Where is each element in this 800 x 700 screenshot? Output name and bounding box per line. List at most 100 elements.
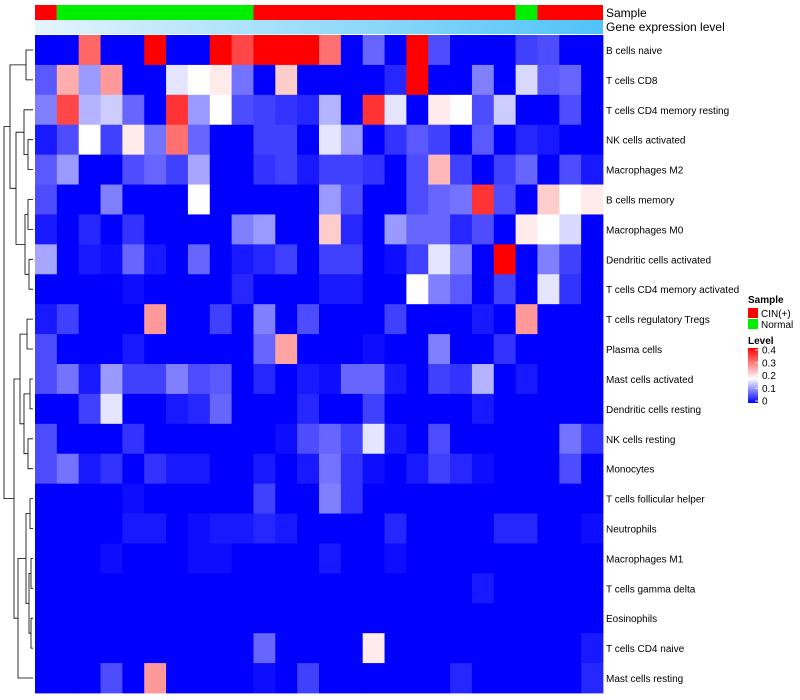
heatmap-cell xyxy=(406,513,429,544)
heatmap-cell xyxy=(515,483,538,514)
heatmap-cell xyxy=(319,35,342,66)
heatmap-cell xyxy=(581,334,604,365)
heatmap-cell xyxy=(35,304,58,335)
heatmap-cell xyxy=(166,513,189,544)
heatmap-cell xyxy=(297,603,320,634)
heatmap-cell xyxy=(56,573,80,604)
heatmap-cell xyxy=(428,304,451,335)
heatmap-cell xyxy=(384,214,407,245)
heatmap-cell xyxy=(340,64,364,96)
heatmap-cell xyxy=(187,603,211,634)
heatmap-cell xyxy=(319,513,342,544)
heatmap-cell xyxy=(100,543,123,574)
heatmap-cell xyxy=(384,573,407,604)
heatmap-cell xyxy=(406,214,429,245)
heatmap-cell xyxy=(35,35,58,66)
heatmap-cell xyxy=(450,483,473,514)
heatmap-cell xyxy=(581,423,604,455)
heatmap-cell xyxy=(362,304,385,335)
heatmap-cell xyxy=(78,633,101,664)
heatmap-cell xyxy=(340,364,364,395)
heatmap-cell xyxy=(231,663,254,694)
heatmap-cell xyxy=(471,154,495,185)
heatmap-cell xyxy=(187,543,211,574)
heatmap-cell xyxy=(537,334,560,365)
heatmap-cell xyxy=(384,393,407,425)
heatmap-cell xyxy=(297,633,320,664)
heatmap-cell xyxy=(406,64,429,96)
heatmap-cell xyxy=(406,35,429,66)
heatmap-cell xyxy=(515,244,538,275)
heatmap-cell xyxy=(559,633,582,664)
dendrogram-branch xyxy=(30,617,33,649)
heatmap-cell xyxy=(275,64,298,96)
heatmap-cell xyxy=(471,603,495,634)
legend-sample-title: Sample xyxy=(748,295,784,306)
heatmap-cell xyxy=(340,483,364,514)
heatmap-cell xyxy=(78,603,101,634)
heatmap-cell xyxy=(166,543,189,574)
heatmap-cell xyxy=(100,663,123,694)
heatmap-cell xyxy=(319,304,342,335)
heatmap-cell xyxy=(122,184,145,215)
heatmap-cell xyxy=(78,274,101,305)
heatmap-cell xyxy=(493,124,517,156)
heatmap-cell xyxy=(187,124,211,156)
heatmap-cell xyxy=(187,453,211,485)
heatmap-cell xyxy=(275,214,298,245)
heatmap-cell xyxy=(581,453,604,485)
heatmap-cell xyxy=(450,35,473,66)
heatmap-cell xyxy=(406,274,429,305)
row-label: T cells CD4 memory activated xyxy=(606,285,739,296)
heatmap-cell xyxy=(166,603,189,634)
heatmap-cell xyxy=(384,274,407,305)
heatmap-cell xyxy=(144,154,167,185)
heatmap-cell xyxy=(253,453,276,485)
heatmap-cell xyxy=(144,274,167,305)
heatmap-cell xyxy=(122,483,145,514)
heatmap-cell xyxy=(384,423,407,455)
heatmap-cell xyxy=(428,663,451,694)
heatmap-cell xyxy=(581,244,604,275)
heatmap-cell xyxy=(406,304,429,335)
heatmap-cell xyxy=(297,274,320,305)
heatmap-cell xyxy=(515,304,538,335)
heatmap-cell xyxy=(471,663,495,694)
heatmap-cell xyxy=(231,94,254,126)
heatmap-cell xyxy=(428,364,451,395)
heatmap-cell xyxy=(275,35,298,66)
heatmap-cell xyxy=(166,633,189,664)
heatmap-cell xyxy=(144,184,167,215)
heatmap-cell xyxy=(428,274,451,305)
heatmap-cell xyxy=(559,304,582,335)
heatmap-cell xyxy=(209,64,233,96)
heatmap-cell xyxy=(340,94,364,126)
heatmap-cell xyxy=(493,393,517,425)
row-dendrogram xyxy=(3,49,33,679)
heatmap-cell xyxy=(362,334,385,365)
heatmap-cell xyxy=(297,244,320,275)
heatmap-cell xyxy=(253,603,276,634)
heatmap-cell xyxy=(297,364,320,395)
heatmap-cell xyxy=(471,483,495,514)
heatmap-cell xyxy=(122,423,145,455)
heatmap-cell xyxy=(581,274,604,305)
heatmap-cell xyxy=(56,214,80,245)
heatmap-cell xyxy=(166,274,189,305)
heatmap-cell xyxy=(537,184,560,215)
heatmap-cell xyxy=(35,483,58,514)
heatmap-cell xyxy=(100,244,123,275)
heatmap-cell xyxy=(253,543,276,574)
heatmap-cell xyxy=(493,35,517,66)
heatmap-cell xyxy=(384,304,407,335)
legend-tick-label: 0 xyxy=(762,397,768,408)
heatmap-cell xyxy=(122,214,145,245)
heatmap-cell xyxy=(78,94,101,126)
heatmap-cell xyxy=(253,483,276,514)
heatmap-cell xyxy=(275,274,298,305)
heatmap-cell xyxy=(515,543,538,574)
heatmap-cell xyxy=(166,124,189,156)
heatmap-cell xyxy=(100,393,123,425)
heatmap-cell xyxy=(275,543,298,574)
heatmap-cell xyxy=(209,603,233,634)
